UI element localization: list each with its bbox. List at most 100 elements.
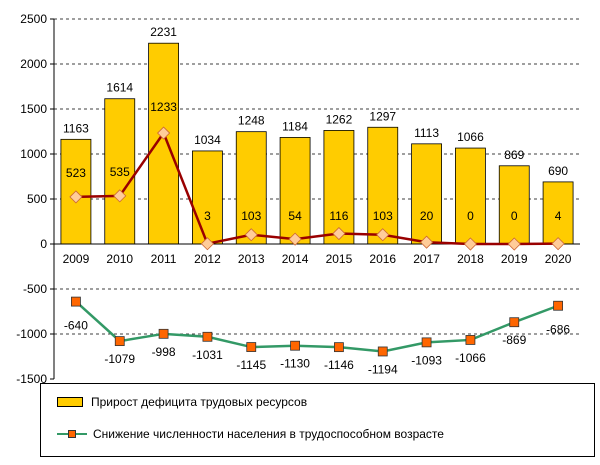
grid-lines xyxy=(54,18,580,335)
bar-value-label: 690 xyxy=(548,164,568,178)
bar xyxy=(542,181,574,245)
bar-value-label: 2231 xyxy=(150,25,177,39)
red-line-marker xyxy=(69,190,83,204)
green-line-marker xyxy=(465,335,476,345)
bar xyxy=(411,143,442,245)
red-line-marker xyxy=(420,235,434,249)
green-line-label: -640 xyxy=(64,319,88,333)
red-line-label: 0 xyxy=(467,209,474,223)
green-line-marker xyxy=(158,328,169,339)
green-line-marker xyxy=(290,340,300,351)
red-line-marker xyxy=(507,237,521,251)
x-tick-label: 2019 xyxy=(501,252,528,266)
x-tick-label: 2014 xyxy=(282,252,309,266)
bar-value-label: 1614 xyxy=(106,81,133,95)
green-line-label: -686 xyxy=(546,323,570,337)
x-tick-label: 2013 xyxy=(238,252,265,266)
legend-item-bar: Прирост дефицита трудовых ресурсов xyxy=(57,395,307,409)
red-line-label: 116 xyxy=(329,209,348,223)
red-line-marker xyxy=(200,237,214,251)
y-tick-label: 2500 xyxy=(20,12,47,26)
green-line-label: -1130 xyxy=(280,357,310,371)
y-tick-label: -500 xyxy=(23,282,47,296)
legend-label-bar: Прирост дефицита трудовых ресурсов xyxy=(91,395,308,409)
legend: Прирост дефицита трудовых ресурсов Сниже… xyxy=(40,383,595,457)
bar xyxy=(498,165,530,245)
bar-series xyxy=(60,42,574,245)
red-line-path xyxy=(75,130,559,246)
y-tick-label: 0 xyxy=(40,237,47,251)
bar xyxy=(367,126,399,245)
green-line-path xyxy=(75,300,559,353)
green-line-label: -1031 xyxy=(192,348,223,362)
y-tick-label: -1000 xyxy=(16,327,47,341)
green-line-marker xyxy=(246,342,257,352)
legend-line-swatch xyxy=(57,429,87,439)
bar-value-label: 1163 xyxy=(63,121,89,135)
y-tick-label: 2000 xyxy=(20,57,47,71)
red-line-marker xyxy=(376,228,390,242)
bar-value-label: 1184 xyxy=(282,119,308,133)
red-line-marker xyxy=(157,126,171,140)
bar-value-label: 1113 xyxy=(414,126,439,140)
green-line-label: -1093 xyxy=(411,353,442,367)
green-line-marker xyxy=(509,317,520,328)
red-line-label: 4 xyxy=(555,209,562,223)
red-line-label: 3 xyxy=(204,209,211,223)
bar xyxy=(323,130,355,245)
x-tick-label: 2010 xyxy=(106,252,133,266)
red-line-marker xyxy=(113,189,127,203)
red-line-label: 523 xyxy=(66,166,86,180)
green-line-label: -1146 xyxy=(324,358,354,372)
green-line-marker xyxy=(553,300,563,311)
bar xyxy=(148,42,179,245)
red-line-label: 0 xyxy=(511,209,518,223)
x-tick-label: 2015 xyxy=(326,252,353,266)
red-line-marker xyxy=(463,237,477,251)
bar-value-label: 1066 xyxy=(457,130,484,144)
green-line-label: -1079 xyxy=(104,352,135,366)
red-line-label: 54 xyxy=(288,209,302,223)
red-line-label: 103 xyxy=(373,209,393,223)
y-tick-label: 500 xyxy=(27,192,47,206)
green-line-marker xyxy=(377,346,388,357)
x-tick-label: 2017 xyxy=(413,252,440,266)
bar-value-label: 1262 xyxy=(326,112,353,126)
legend-label-line: Снижение численности населения в трудосп… xyxy=(93,427,444,441)
red-line-marker xyxy=(551,237,565,251)
bar xyxy=(192,150,223,245)
red-line-label: 20 xyxy=(420,209,434,223)
line-series-red xyxy=(69,126,565,251)
legend-item-line: Снижение численности населения в трудосп… xyxy=(57,427,444,441)
line-series-green xyxy=(71,296,563,357)
x-tick-label: 2020 xyxy=(545,252,572,266)
green-line-label: -1194 xyxy=(368,362,398,376)
red-line-label: 103 xyxy=(241,209,261,223)
y-tick-label: 1000 xyxy=(20,147,47,161)
y-tick-label: 1500 xyxy=(20,102,47,116)
red-line-marker xyxy=(244,228,258,242)
bar xyxy=(455,147,486,245)
green-line-label: -1145 xyxy=(236,358,266,372)
red-line-label: 1233 xyxy=(150,100,177,114)
bar-value-label: 1034 xyxy=(194,133,221,147)
bar-value-label: 1297 xyxy=(369,109,396,123)
legend-bar-swatch xyxy=(57,397,83,407)
bar xyxy=(104,98,136,245)
bar xyxy=(279,137,311,245)
green-line-marker xyxy=(334,342,344,353)
green-line-label: -869 xyxy=(502,333,526,347)
bar-value-label: 1248 xyxy=(238,114,265,128)
red-line-marker xyxy=(288,232,302,246)
green-line-marker xyxy=(421,337,432,348)
bar-value-label: 869 xyxy=(504,148,524,162)
x-tick-label: 2018 xyxy=(457,252,484,266)
green-line-marker xyxy=(71,296,81,307)
green-line-marker xyxy=(202,331,213,342)
x-tick-label: 2016 xyxy=(369,252,396,266)
x-tick-label: 2011 xyxy=(151,252,177,266)
x-tick-label: 2009 xyxy=(63,252,90,266)
